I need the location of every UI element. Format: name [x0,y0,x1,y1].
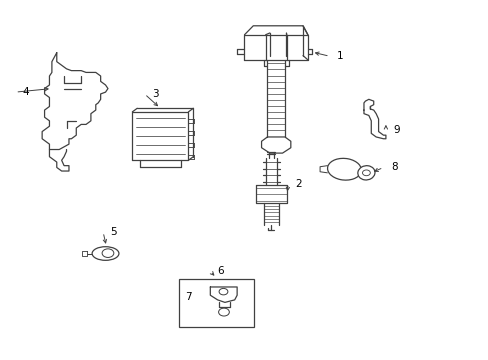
Circle shape [218,308,229,316]
Text: 5: 5 [110,227,117,237]
Text: 2: 2 [295,179,302,189]
Bar [178,279,254,327]
Text: 8: 8 [390,162,397,172]
Circle shape [102,249,114,257]
Circle shape [362,170,369,176]
Ellipse shape [327,158,361,180]
Text: 3: 3 [152,89,158,99]
Text: 6: 6 [217,266,224,276]
Circle shape [219,288,227,295]
Text: 1: 1 [336,51,343,61]
Text: 4: 4 [22,87,29,97]
Ellipse shape [357,166,374,180]
Text: 7: 7 [184,292,191,302]
Ellipse shape [92,247,119,260]
Text: 9: 9 [392,125,399,135]
